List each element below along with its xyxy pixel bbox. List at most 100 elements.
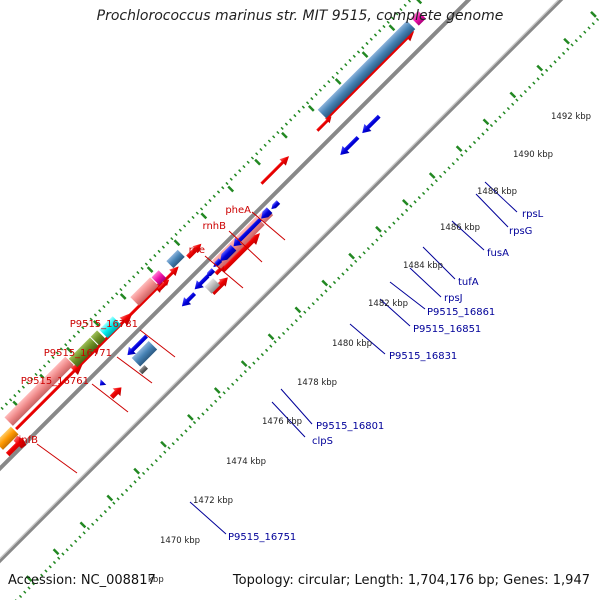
- leader-p9515-16831: [349, 323, 386, 355]
- gene-p9515-16751-reverse: [99, 379, 107, 386]
- gene-label-p9515-16861: P9515_16861: [427, 307, 495, 318]
- tick-track-left: [0, 0, 525, 525]
- gene-orange-forward: [5, 435, 27, 457]
- leader-rne: [204, 255, 244, 289]
- gene-top-reverse: [340, 135, 360, 156]
- scale-label-1472: 1472 kbp: [193, 496, 233, 506]
- gene-pink-rne: [130, 277, 159, 306]
- gene-label-tufa: tufA: [458, 277, 479, 288]
- gene-p9515-16851-reverse: [194, 274, 210, 290]
- gene-steelblue-top: [317, 20, 416, 119]
- gene-steelblue-phea: [166, 249, 185, 269]
- leader-clps: [271, 401, 306, 438]
- scale-label-1482: 1482 kbp: [368, 299, 408, 309]
- gene-label-p9515-16831: P9515_16831: [389, 351, 457, 362]
- gene-labels-left: pheA rnhB rne P9515_16781 P9515_16771 P9…: [19, 205, 252, 446]
- leader-p9515-16861: [389, 281, 426, 310]
- leader-fusa: [451, 220, 485, 251]
- leader-rpsj: [409, 267, 442, 298]
- leader-p9515-16751: [189, 501, 227, 535]
- gene-rpsl-reverse-2: [271, 200, 281, 210]
- scale-label-1478: 1478 kbp: [297, 378, 337, 388]
- gene-pink-infb: [4, 356, 74, 426]
- leader-p9515-16761: [91, 383, 129, 413]
- leader-infb: [36, 443, 78, 474]
- gene-label-p9515-16851: P9515_16851: [413, 324, 481, 335]
- gene-magenta-top: [411, 10, 426, 26]
- gene-p9515-16761-forward: [73, 345, 100, 372]
- scale-label-1470: 1470 kbp: [160, 536, 200, 546]
- scale-label-1480: 1480 kbp: [332, 339, 372, 349]
- gene-p9515-16861-reverse: [206, 268, 216, 278]
- gene-label-rnhb: rnhB: [203, 221, 227, 232]
- gene-fusa-forward: [220, 233, 261, 273]
- scale-label-1476: 1476 kbp: [262, 417, 302, 427]
- gene-label-p9515-16801: P9515_16801: [316, 421, 384, 432]
- gene-infb-forward: [15, 361, 84, 431]
- gene-label-phea: pheA: [225, 205, 251, 216]
- gene-label-clps: clpS: [312, 436, 333, 447]
- gene-dark-forward: [109, 387, 122, 399]
- leader-p9515-16851: [379, 298, 411, 327]
- leader-phea: [251, 211, 286, 241]
- map-title: Prochlorococcus marinus str. MIT 9515, c…: [96, 8, 504, 24]
- major-ticks-left: [12, 0, 423, 408]
- gene-label-rpsg: rpsG: [509, 226, 532, 237]
- gene-fusa-reverse: [233, 217, 262, 247]
- gene-upper-tail-forward: [186, 243, 202, 259]
- leader-p9515-16801: [280, 388, 313, 425]
- gene-olive: [68, 337, 99, 368]
- scale-label-kbp-bottom: kbp: [148, 575, 164, 585]
- gene-top-forward: [316, 116, 332, 132]
- label-leader-lines: [36, 181, 518, 535]
- gene-magenta: [151, 270, 167, 286]
- leader-rpsl: [484, 181, 518, 213]
- scale-label-1492: 1492 kbp: [551, 112, 591, 122]
- gene-labels-right: rpsL rpsG fusA tufA rpsJ P9515_16861 P95…: [228, 209, 544, 543]
- gene-rpsl-rpsg-forward: [260, 156, 290, 185]
- gene-cyan: [99, 316, 122, 339]
- gene-label-rpsl: rpsL: [522, 209, 544, 220]
- gene-tufa-reverse: [220, 244, 237, 262]
- gene-label-infb: infB: [19, 435, 39, 446]
- leader-p9515-16771: [116, 356, 153, 384]
- gene-top-forward-2: [325, 30, 415, 120]
- gene-p9515-16831-reverse: [181, 292, 197, 307]
- backbone-upper: [0, 0, 554, 554]
- gene-p9515-16801-reverse: [127, 334, 148, 356]
- gene-dark-clps: [138, 365, 148, 375]
- leader-rnhb: [228, 230, 263, 263]
- leader-p9515-16781: [139, 329, 176, 358]
- gene-label-rpsj: rpsJ: [444, 293, 463, 304]
- scale-labels: 1470 kbp 1472 kbp 1474 kbp 1476 kbp 1478…: [148, 112, 591, 585]
- scale-label-1474: 1474 kbp: [226, 457, 266, 467]
- gene-label-p9515-16771: P9515_16771: [44, 348, 112, 359]
- gene-orange: [0, 426, 19, 450]
- gene-label-fusa: fusA: [487, 248, 509, 259]
- gene-rne-forward-2: [162, 266, 179, 284]
- gene-gray: [204, 278, 221, 294]
- gene-label-p9515-16781: P9515_16781: [70, 319, 138, 330]
- gene-steelblue-clps: [131, 341, 158, 367]
- accession-text: Accession: NC_008817: [8, 573, 156, 588]
- gene-olive-2: [90, 330, 106, 346]
- leader-tufa: [422, 246, 456, 280]
- major-ticks-right: [25, 10, 597, 582]
- gene-label-p9515-16761: P9515_16761: [21, 376, 89, 387]
- scale-label-1484: 1484 kbp: [403, 261, 443, 271]
- gene-pink-upper-forward: [157, 279, 170, 291]
- genome-summary-text: Topology: circular; Length: 1,704,176 bp…: [232, 573, 590, 588]
- gene-top-reverse-2: [362, 114, 381, 134]
- leader-rpsg: [475, 193, 509, 228]
- scale-label-1488: 1488 kbp: [477, 187, 517, 197]
- gene-rne-forward: [128, 281, 164, 317]
- gene-label-p9515-16751: P9515_16751: [228, 532, 296, 543]
- scale-label-1486: 1486 kbp: [440, 223, 480, 233]
- scale-label-1490: 1490 kbp: [513, 150, 553, 160]
